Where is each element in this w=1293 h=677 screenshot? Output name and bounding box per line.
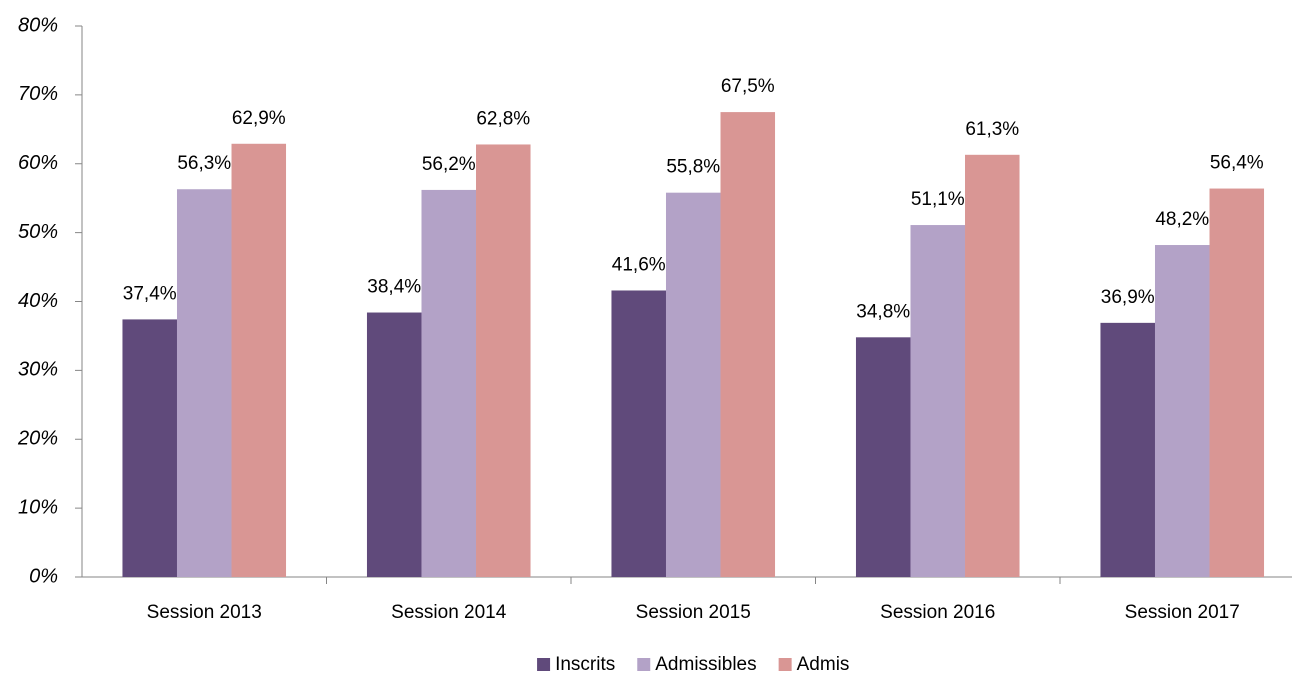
- y-tick-label: 40%: [18, 290, 58, 312]
- bar: [421, 189, 477, 578]
- x-tick-label: Session 2015: [636, 602, 751, 623]
- x-tick-label: Session 2016: [880, 602, 995, 623]
- bar: [1154, 245, 1210, 577]
- value-label: 37,4%: [123, 283, 177, 304]
- bar: [231, 143, 287, 577]
- value-label: 41,6%: [612, 254, 666, 275]
- y-tick-label: 70%: [18, 83, 58, 105]
- value-label: 51,1%: [911, 189, 965, 210]
- value-label: 48,2%: [1155, 209, 1209, 230]
- y-tick-label: 10%: [18, 496, 58, 518]
- legend-label: Inscrits: [555, 654, 615, 675]
- legend-swatch: [778, 658, 792, 671]
- value-label: 56,2%: [422, 154, 476, 175]
- value-label: 34,8%: [856, 301, 910, 322]
- bar: [611, 290, 666, 577]
- y-tick-label: 30%: [18, 359, 58, 381]
- value-label: 62,9%: [232, 108, 286, 129]
- legend-label: Admis: [797, 654, 850, 675]
- x-tick-label: Session 2017: [1125, 602, 1240, 623]
- value-label: 67,5%: [721, 76, 775, 97]
- legend-swatch: [637, 658, 651, 671]
- y-tick-label: 20%: [17, 428, 58, 450]
- legend-swatch: [537, 658, 551, 671]
- bar: [965, 154, 1020, 577]
- bar: [176, 189, 232, 577]
- bar: [855, 337, 911, 577]
- x-tick-label: Session 2014: [391, 602, 507, 623]
- bar: [910, 225, 966, 577]
- bar: [476, 144, 531, 577]
- value-label: 36,9%: [1101, 287, 1155, 308]
- legend-label: Admissibles: [655, 654, 756, 675]
- bar: [1100, 322, 1155, 577]
- y-tick-label: 60%: [18, 152, 58, 174]
- legend: Inscrits Admissibles Admis: [537, 654, 849, 675]
- y-tick-label: 80%: [18, 14, 58, 36]
- bar: [366, 312, 422, 577]
- y-tick-label: 50%: [18, 221, 58, 243]
- bar: [1209, 188, 1265, 578]
- y-tick-label: 0%: [29, 565, 58, 587]
- value-label: 61,3%: [965, 119, 1019, 140]
- value-label: 56,3%: [177, 153, 231, 174]
- bar: [720, 112, 776, 577]
- value-label: 55,8%: [666, 157, 720, 178]
- bar: [665, 192, 721, 578]
- value-label: 62,8%: [476, 108, 530, 129]
- bar: [122, 319, 177, 577]
- value-label: 56,4%: [1210, 153, 1264, 174]
- value-label: 38,4%: [367, 277, 421, 298]
- x-tick-label: Session 2013: [147, 602, 262, 623]
